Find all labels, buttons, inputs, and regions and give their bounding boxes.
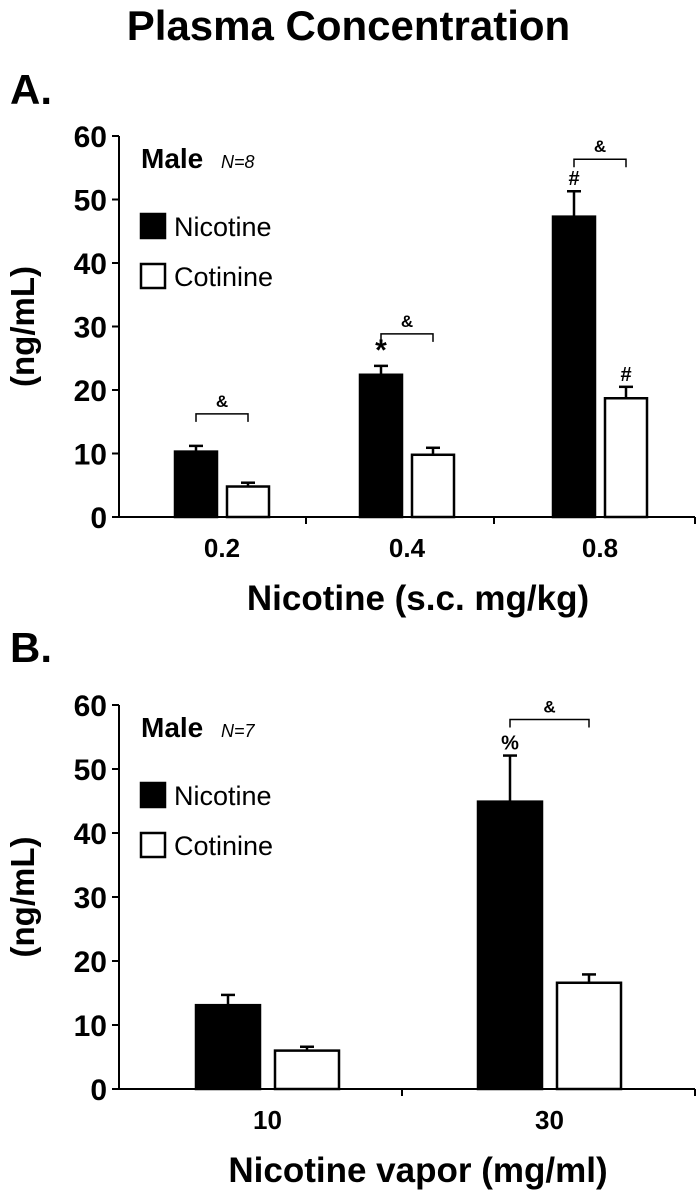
chart-b-y-tick-label: 0 — [90, 1074, 107, 1107]
chart-a-legend-swatch — [139, 212, 167, 240]
chart-a-bar-nicotine — [551, 215, 597, 519]
chart-a-bar-cotinine — [410, 453, 456, 519]
panel-a-label: A. — [10, 66, 52, 113]
chart-b-y-tick-label: 20 — [74, 946, 107, 979]
chart-b-y-axis-label: (ng/mL) — [4, 837, 41, 958]
chart-b-legend-swatch — [139, 781, 167, 809]
chart-b-x-axis-label: Nicotine vapor (mg/ml) — [228, 1151, 607, 1190]
page-title: Plasma Concentration — [126, 2, 571, 49]
chart-b-y-tick-label: 10 — [74, 1010, 107, 1043]
chart-a-y-tick-label: 0 — [90, 502, 107, 535]
chart-b-n-label: N=7 — [221, 721, 256, 741]
chart-a-y-tick-label: 60 — [74, 121, 107, 154]
chart-a-bar-cotinine — [603, 397, 649, 519]
chart-a-significance-marker: # — [568, 168, 579, 190]
chart-b-y-tick-label: 60 — [74, 690, 107, 723]
chart-a-bracket-label: & — [216, 392, 228, 411]
chart-b-bar-cotinine — [555, 981, 623, 1091]
chart-a-bracket — [380, 333, 434, 342]
chart-a-x-tick-label: 0.8 — [582, 533, 618, 563]
chart-a-y-tick-label: 50 — [74, 185, 107, 218]
chart-a-x-tick-label: 0.4 — [389, 533, 426, 563]
chart-a-legend-label: Nicotine — [174, 212, 272, 242]
chart-a-bracket-label: & — [594, 137, 606, 156]
chart-a-y-tick-label: 20 — [74, 375, 107, 408]
chart-a-significance-marker: * — [375, 334, 387, 367]
chart-a-y-tick-label: 40 — [74, 248, 107, 281]
chart-b-significance-marker: % — [501, 733, 519, 755]
chart-a-bar-nicotine — [173, 450, 219, 519]
chart-b-x-tick-label: 30 — [535, 1105, 564, 1135]
chart-a-n-label: N=8 — [221, 152, 255, 172]
chart-b-x-tick-label: 10 — [253, 1105, 282, 1135]
chart-a-bracket-label: & — [401, 312, 413, 331]
chart-b-y-tick-label: 40 — [74, 818, 107, 851]
chart-b-bracket-label: & — [543, 698, 555, 717]
chart-a: 0102030405060(ng/mL)0.2&*0.4&##0.8&Nicot… — [4, 121, 696, 618]
chart-b-y-tick-label: 50 — [74, 754, 107, 787]
chart-b-bar-nicotine — [476, 800, 544, 1091]
chart-a-y-axis-label: (ng/mL) — [4, 266, 41, 387]
chart-a-bracket — [195, 413, 249, 422]
chart-a-y-tick-label: 30 — [74, 312, 107, 345]
chart-b-bar-cotinine — [273, 1049, 341, 1091]
chart-a-bracket — [573, 158, 627, 168]
chart-b-group-label: Male — [141, 712, 203, 743]
chart-a-significance-marker: # — [620, 364, 631, 386]
panel-b-label: B. — [10, 624, 52, 671]
chart-b-bar-nicotine — [194, 1003, 262, 1091]
chart-a-bar-nicotine — [358, 373, 404, 519]
chart-a-group-label: Male — [141, 143, 203, 174]
chart-b-legend-label: Cotinine — [174, 831, 273, 861]
chart-b-y-tick-label: 30 — [74, 882, 107, 915]
chart-a-legend-swatch — [139, 262, 167, 290]
chart-b-legend-label: Nicotine — [174, 781, 272, 811]
chart-b-legend-swatch — [139, 831, 167, 859]
chart-a-x-axis-label: Nicotine (s.c. mg/kg) — [247, 579, 589, 618]
chart-b-bracket — [509, 718, 590, 728]
chart-a-x-tick-label: 0.2 — [204, 533, 240, 563]
chart-a-legend-label: Cotinine — [174, 262, 273, 292]
chart-a-y-tick-label: 10 — [74, 439, 107, 472]
